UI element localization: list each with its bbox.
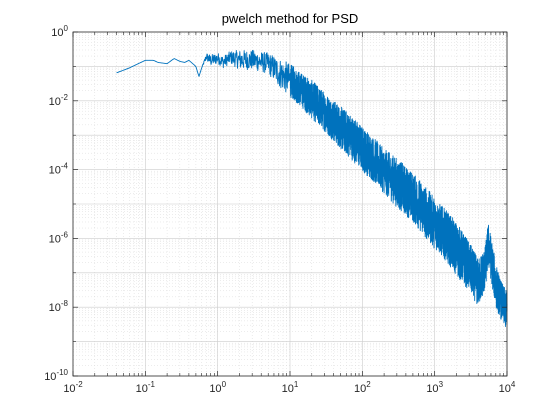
x-tick-label: 10-2	[63, 380, 83, 395]
y-tick-label: 10-8	[49, 299, 69, 314]
y-tick-label: 10-2	[49, 93, 69, 108]
x-tick-label: 102	[354, 380, 371, 395]
chart-title: pwelch method for PSD	[222, 11, 359, 26]
ticks	[72, 31, 508, 377]
y-tick-label: 10-4	[49, 162, 69, 177]
x-tick-labels: 10-2 10-1 100 101 102 103 104	[63, 380, 516, 395]
x-tick-label: 103	[426, 380, 443, 395]
x-tick-label: 10-1	[136, 380, 156, 395]
psd-series-line	[116, 49, 508, 327]
y-tick-label: 100	[51, 24, 68, 39]
x-tick-label: 100	[209, 380, 226, 395]
y-tick-labels: 10-10 10-8 10-6 10-4 10-2 100	[44, 24, 68, 383]
x-tick-label: 101	[282, 380, 299, 395]
y-tick-label: 10-6	[49, 230, 69, 245]
y-tick-label: 10-10	[44, 368, 68, 383]
x-tick-label: 104	[499, 380, 516, 395]
series-group	[116, 49, 508, 327]
